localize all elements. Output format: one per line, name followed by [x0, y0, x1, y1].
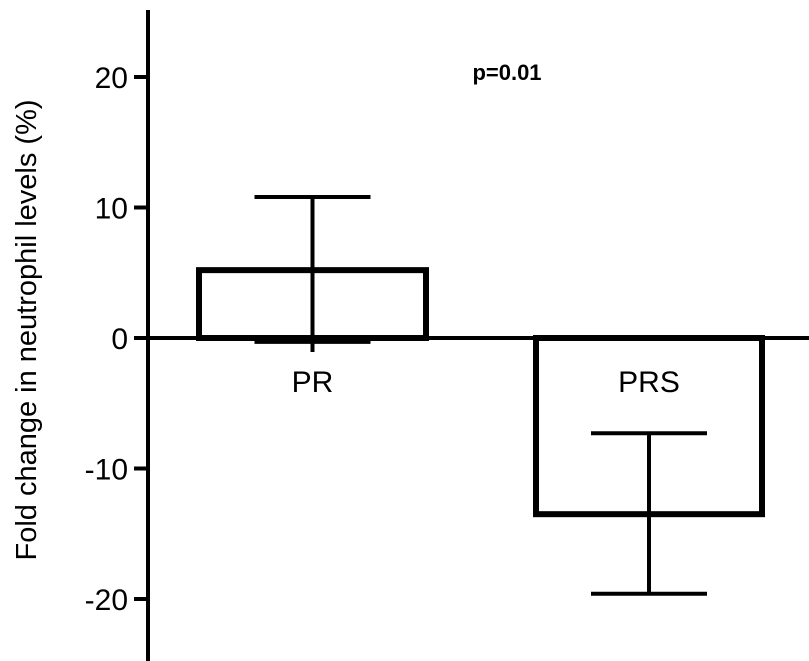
p-value-annotation: p=0.01 [472, 60, 541, 85]
y-tick-label: 20 [95, 62, 128, 95]
y-tick-label: -10 [85, 454, 128, 487]
category-label-pr: PR [292, 366, 334, 399]
y-tick-label: 10 [95, 193, 128, 226]
y-tick-label: 0 [111, 323, 128, 356]
category-label-prs: PRS [618, 366, 680, 399]
y-tick-label: -20 [85, 584, 128, 617]
labels: 20 10 0 -10 -20 PR PRS [85, 62, 680, 617]
y-axis-label: Fold change in neutrophil levels (%) [11, 99, 43, 560]
bars [196, 195, 765, 596]
